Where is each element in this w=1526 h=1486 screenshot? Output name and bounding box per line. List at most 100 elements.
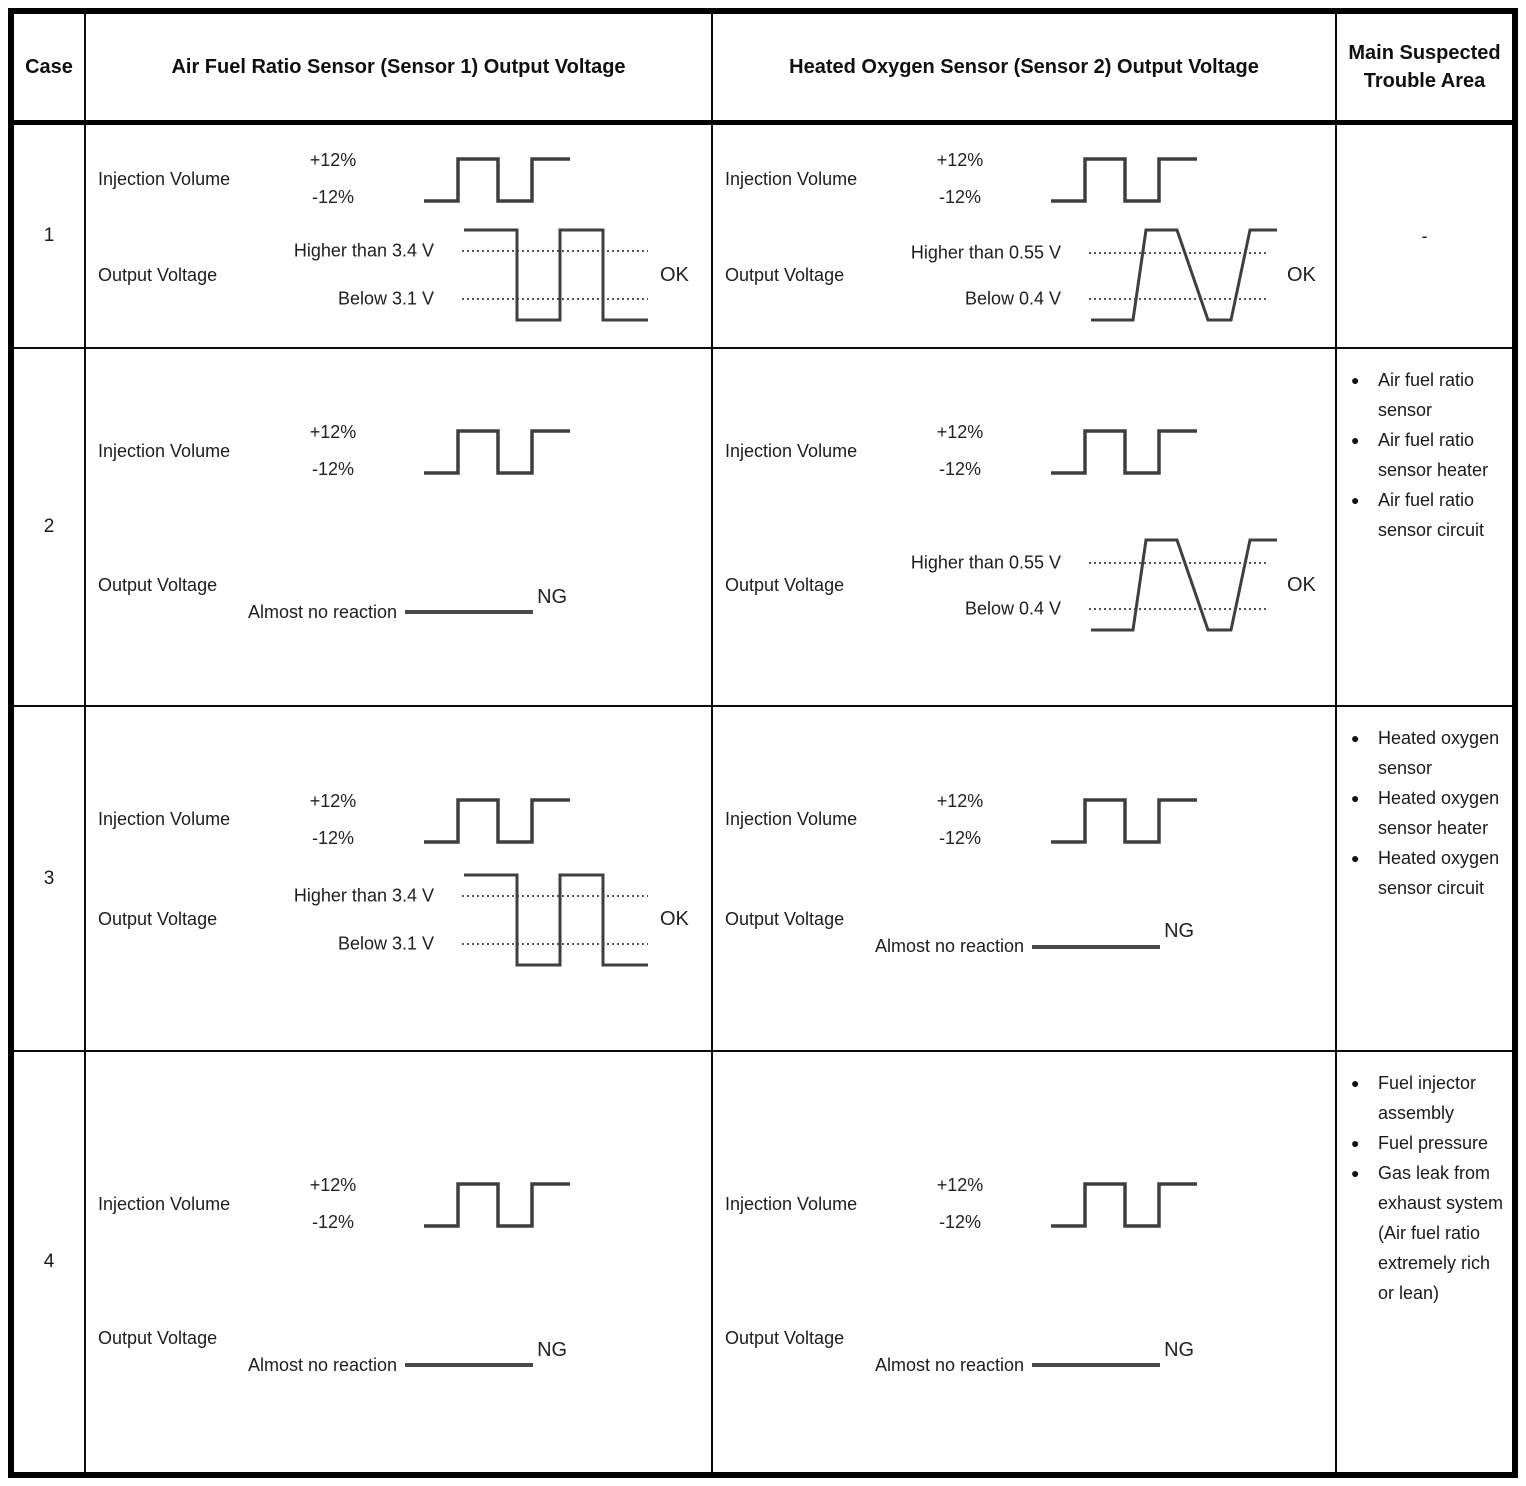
- injection-low-label: -12%: [311, 187, 355, 207]
- output-voltage-row: Output Voltage Higher than 3.4 V Below 3…: [98, 870, 711, 970]
- case4-sensor2-cell: Injection Volume +12% -12% Output Voltag…: [713, 1052, 1337, 1472]
- injection-volume-label: Injection Volume: [98, 809, 231, 829]
- injection-low-label: -12%: [311, 1212, 355, 1232]
- output-voltage-label: Output Voltage: [725, 264, 845, 285]
- injection-volume-row: Injection Volume +12% -12%: [725, 788, 1335, 852]
- case2-sensor1-cell: Injection Volume +12% -12% Output Voltag…: [86, 349, 713, 707]
- no-reaction-label: Almost no reaction: [875, 936, 1025, 956]
- afr-output-waveform: [462, 228, 648, 322]
- injection-high-label: +12%: [309, 150, 357, 170]
- output-voltage-row: Output Voltage Almost no reaction NG: [725, 1288, 1335, 1388]
- case3-trouble-cell: Heated oxygen sensor Heated oxygen senso…: [1337, 707, 1512, 1052]
- injection-volume-label: Injection Volume: [725, 809, 858, 829]
- result-label: OK: [1287, 263, 1316, 286]
- result-label: NG: [1164, 1338, 1195, 1361]
- no-reaction-label: Almost no reaction: [875, 1354, 1025, 1375]
- trouble-item: Fuel pressure: [1349, 1128, 1506, 1158]
- result-label: OK: [660, 908, 689, 930]
- lower-threshold-label: Below 0.4 V: [964, 598, 1061, 619]
- injection-high-label: +12%: [309, 422, 357, 442]
- injection-volume-label: Injection Volume: [725, 1193, 858, 1214]
- afr-output-waveform: [462, 873, 648, 966]
- trouble-item: Heated oxygen sensor heater: [1349, 783, 1506, 843]
- threshold-labels: Higher than 3.4 V Below 3.1 V: [248, 870, 438, 970]
- injection-axis-labels: +12% -12%: [915, 422, 1005, 480]
- no-reaction-group: Almost no reaction NG: [248, 586, 567, 624]
- trouble-item: Gas leak from exhaust system (Air fuel r…: [1349, 1158, 1506, 1308]
- lower-threshold-label: Below 3.1 V: [337, 933, 434, 953]
- case2-sensor2-cell: Injection Volume +12% -12% Output Voltag…: [713, 349, 1337, 707]
- flat-output-line: [405, 610, 534, 614]
- lower-threshold-label: Below 3.1 V: [337, 288, 434, 309]
- output-voltage-label: Output Voltage: [725, 574, 845, 595]
- o2-output-waveform: [1089, 228, 1277, 322]
- injection-low-label: -12%: [938, 187, 982, 207]
- no-reaction-label: Almost no reaction: [248, 1354, 398, 1375]
- injection-low-label: -12%: [311, 827, 355, 848]
- injection-low-label: -12%: [938, 1212, 982, 1232]
- case4-sensor1-cell: Injection Volume +12% -12% Output Voltag…: [86, 1052, 713, 1472]
- trouble-list: Air fuel ratio sensor Air fuel ratio sen…: [1349, 365, 1506, 545]
- output-voltage-row: Output Voltage Almost no reaction NG: [98, 535, 711, 635]
- lower-threshold-label: Below 0.4 V: [964, 288, 1061, 309]
- injection-high-label: +12%: [936, 1175, 984, 1195]
- trouble-placeholder: -: [1421, 225, 1428, 246]
- injection-low-label: -12%: [938, 459, 982, 479]
- header-sensor2: Heated Oxygen Sensor (Sensor 2) Output V…: [713, 14, 1337, 125]
- upper-threshold-label: Higher than 0.55 V: [910, 242, 1061, 263]
- case1-trouble-cell: -: [1337, 125, 1512, 349]
- o2-output-waveform: [1089, 538, 1277, 632]
- no-reaction-label: Almost no reaction: [248, 601, 398, 622]
- injection-volume-label: Injection Volume: [725, 168, 858, 189]
- injection-axis-labels: +12% -12%: [288, 1175, 378, 1233]
- header-case: Case: [14, 14, 86, 125]
- case3-sensor2-cell: Injection Volume +12% -12% Output Voltag…: [713, 707, 1337, 1052]
- injection-volume-label: Injection Volume: [98, 168, 231, 189]
- injection-axis-labels: +12% -12%: [288, 150, 378, 208]
- result-label: NG: [537, 585, 568, 608]
- injection-volume-label: Injection Volume: [98, 440, 231, 461]
- header-trouble-area: Main Suspected Trouble Area: [1337, 14, 1512, 125]
- injection-low-label: -12%: [938, 827, 982, 848]
- injection-axis-labels: +12% -12%: [915, 1175, 1005, 1233]
- case-number-2: 2: [14, 349, 86, 707]
- injection-waveform: [1051, 157, 1197, 203]
- trouble-list: Heated oxygen sensor Heated oxygen senso…: [1349, 723, 1506, 903]
- injection-volume-row: Injection Volume +12% -12%: [725, 419, 1335, 483]
- injection-waveform: [424, 1182, 570, 1228]
- output-voltage-row: Output Voltage Higher than 3.4 V Below 3…: [98, 225, 711, 325]
- injection-axis-labels: +12% -12%: [915, 150, 1005, 208]
- upper-threshold-label: Higher than 0.55 V: [910, 552, 1061, 573]
- flat-output-line: [1032, 1363, 1161, 1367]
- injection-volume-row: Injection Volume +12% -12%: [98, 788, 711, 852]
- no-reaction-group: Almost no reaction NG: [248, 1339, 567, 1377]
- trouble-item: Fuel injector assembly: [1349, 1068, 1506, 1128]
- injection-axis-labels: +12% -12%: [288, 791, 378, 849]
- case3-sensor1-cell: Injection Volume +12% -12% Output Voltag…: [86, 707, 713, 1052]
- injection-volume-row: Injection Volume +12% -12%: [98, 1172, 711, 1236]
- output-voltage-label: Output Voltage: [98, 574, 218, 595]
- injection-high-label: +12%: [936, 790, 984, 811]
- output-voltage-label: Output Voltage: [98, 264, 218, 285]
- upper-threshold-label: Higher than 3.4 V: [293, 240, 434, 261]
- threshold-labels: Higher than 0.55 V Below 0.4 V: [875, 535, 1065, 635]
- output-voltage-row: Output Voltage Higher than 0.55 V Below …: [725, 225, 1335, 325]
- injection-volume-row: Injection Volume +12% -12%: [98, 419, 711, 483]
- threshold-labels: Higher than 0.55 V Below 0.4 V: [875, 225, 1065, 325]
- no-reaction-group: Almost no reaction NG: [875, 920, 1194, 958]
- case1-sensor1-cell: Injection Volume +12% -12% Output Voltag…: [86, 125, 713, 349]
- trouble-item: Air fuel ratio sensor: [1349, 365, 1506, 425]
- output-voltage-row: Output Voltage Almost no reaction NG: [98, 1288, 711, 1388]
- injection-waveform: [424, 157, 570, 203]
- case-number-1: 1: [14, 125, 86, 349]
- output-voltage-row: Output Voltage Higher than 0.55 V Below …: [725, 535, 1335, 635]
- injection-high-label: +12%: [936, 150, 984, 170]
- no-reaction-group: Almost no reaction NG: [875, 1339, 1194, 1377]
- result-label: NG: [537, 1338, 568, 1361]
- output-voltage-label: Output Voltage: [98, 1327, 218, 1348]
- injection-high-label: +12%: [936, 422, 984, 442]
- injection-waveform: [1051, 429, 1197, 475]
- result-label: OK: [1287, 573, 1316, 596]
- trouble-item: Air fuel ratio sensor circuit: [1349, 485, 1506, 545]
- injection-waveform: [1051, 797, 1197, 844]
